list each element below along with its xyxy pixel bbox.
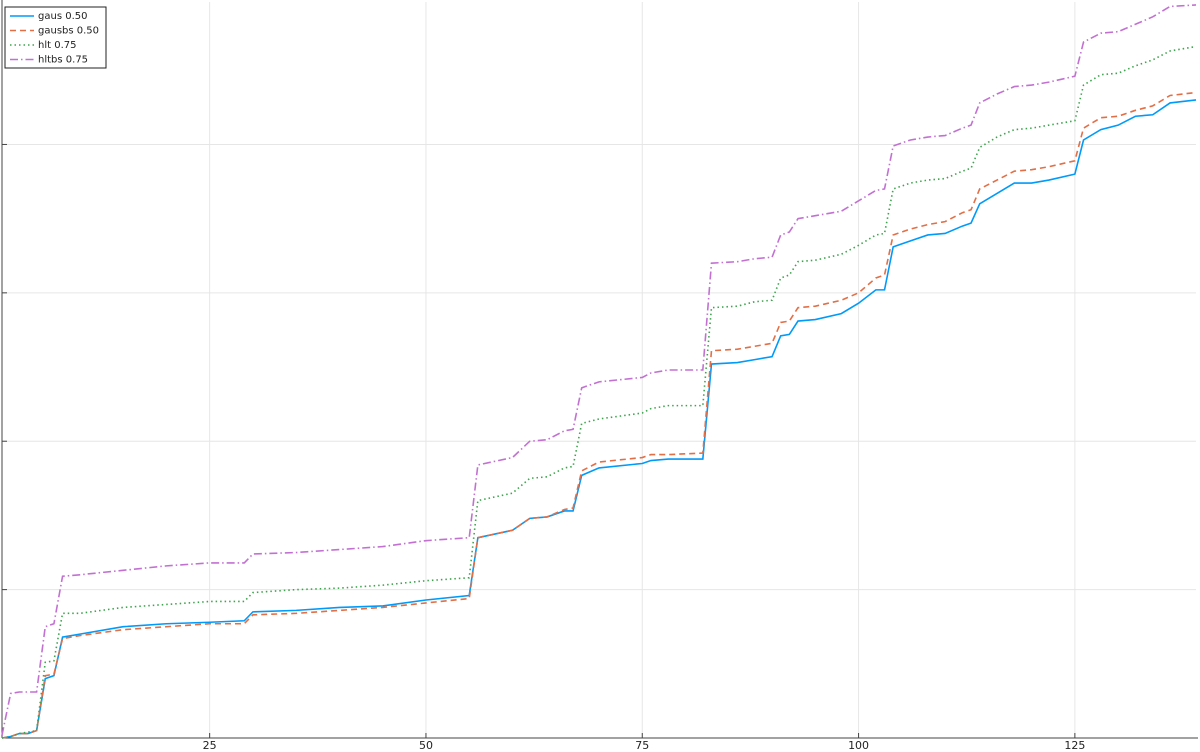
x-tick-label: 100 [848,739,869,752]
legend: gaus 0.50 gausbs 0.50 hlt 0.75 hltbs 0.75 [4,6,107,69]
legend-label: hltbs 0.75 [38,55,88,66]
legend-label: gausbs 0.50 [38,26,99,37]
x-tick-label: 50 [419,739,433,752]
legend-label: hlt 0.75 [38,40,76,51]
series-line [1,45,1197,739]
x-tick-label: 75 [635,739,649,752]
series-line [1,4,1197,736]
legend-label: gaus 0.50 [38,11,87,22]
x-tick-label: 25 [203,739,217,752]
x-tick-label: 125 [1064,739,1085,752]
series-line [1,91,1197,739]
legend-box [4,6,107,69]
series-line [1,99,1197,739]
